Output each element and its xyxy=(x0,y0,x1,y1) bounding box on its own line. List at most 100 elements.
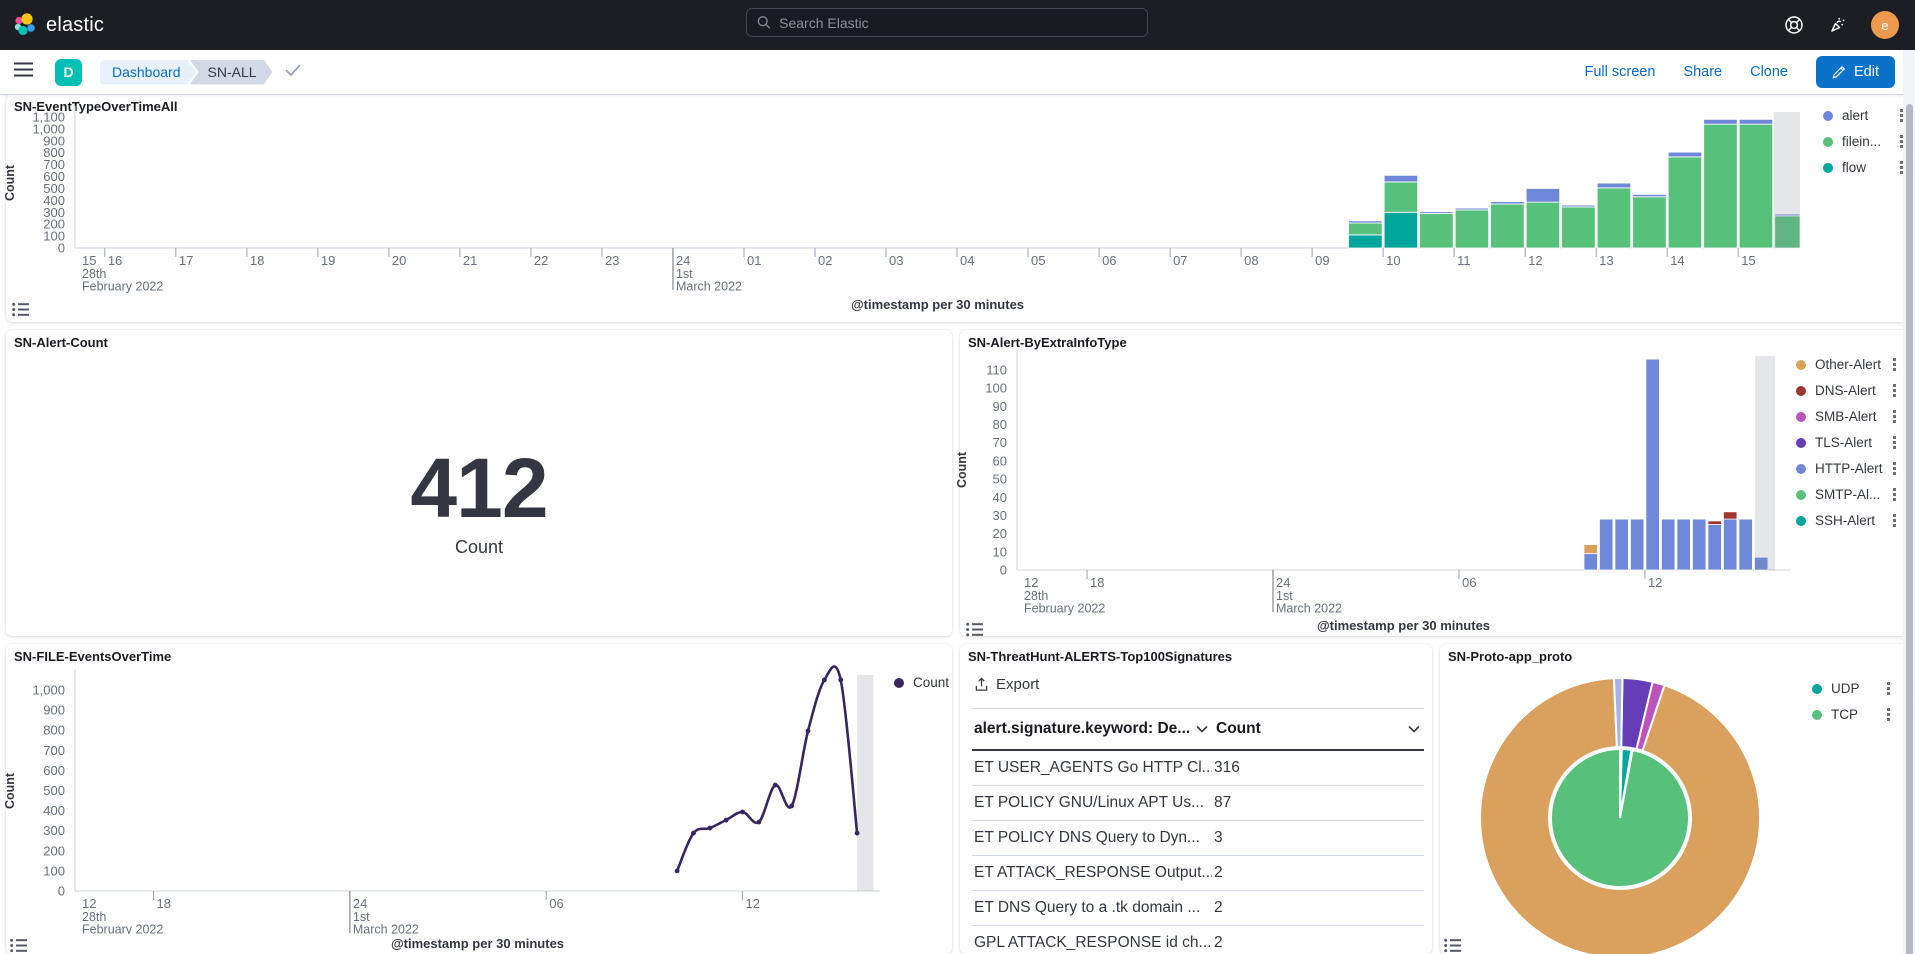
export-button[interactable]: Export xyxy=(974,676,1039,693)
legend-item-menu-icon[interactable] xyxy=(1891,356,1898,373)
legend-item-menu-icon[interactable] xyxy=(1885,706,1892,723)
svg-text:100: 100 xyxy=(985,381,1007,396)
signature-cell: GPL ATTACK_RESPONSE id ch... xyxy=(974,934,1212,951)
legend-item-http-alert[interactable]: HTTP-Alert xyxy=(1796,460,1898,477)
user-avatar[interactable]: e xyxy=(1871,11,1899,39)
panel-title[interactable]: SN-ThreatHunt-ALERTS-Top100Signatures xyxy=(968,649,1233,664)
svg-text:0: 0 xyxy=(58,884,65,899)
menu-hamburger-icon[interactable] xyxy=(14,62,33,82)
help-icon[interactable] xyxy=(1783,14,1805,36)
svg-text:13: 13 xyxy=(1599,253,1613,268)
svg-text:06: 06 xyxy=(549,896,563,911)
panel-title[interactable]: SN-Alert-ByExtraInfoType xyxy=(968,335,1127,350)
legend-label: DNS-Alert xyxy=(1815,383,1876,398)
x-axis-title: @timestamp per 30 minutes xyxy=(850,297,1025,312)
table-row: ET ATTACK_RESPONSE Output... 2 xyxy=(972,856,1424,891)
panel-title[interactable]: SN-Proto-app_proto xyxy=(1448,649,1573,664)
scrollbar-thumb[interactable] xyxy=(1905,104,1913,954)
legend-item-udp[interactable]: UDP xyxy=(1812,680,1892,697)
legend-item-menu-icon[interactable] xyxy=(1891,382,1898,399)
top-header: elastic xyxy=(0,0,1915,50)
count-cell: 87 xyxy=(1214,794,1232,811)
svg-text:12: 12 xyxy=(1648,575,1662,590)
newsfeed-icon[interactable] xyxy=(1827,14,1849,36)
panel-title[interactable]: SN-EventTypeOverTimeAll xyxy=(14,99,178,114)
legend-item-menu-icon[interactable] xyxy=(1891,486,1898,503)
breadcrumb-current[interactable]: SN-ALL xyxy=(190,60,273,85)
table-header-signature[interactable]: alert.signature.keyword: De... xyxy=(972,709,1212,749)
chart-legend: alert filein... flow xyxy=(1823,107,1905,176)
chart-legend: Count xyxy=(894,675,952,690)
legend-item-menu-icon[interactable] xyxy=(1898,133,1905,150)
svg-text:1,000: 1,000 xyxy=(32,121,65,136)
legend-item-menu-icon[interactable] xyxy=(1898,159,1905,176)
legend-color-dot xyxy=(1796,489,1806,500)
chart-legend: UDP TCP xyxy=(1812,680,1892,723)
legend-toggle-button[interactable] xyxy=(10,938,28,954)
legend-label: TCP xyxy=(1831,707,1858,722)
dashboard-navbar: D Dashboard SN-ALL Full screen Share Clo… xyxy=(0,50,1915,95)
svg-text:0: 0 xyxy=(1000,563,1007,578)
legend-item-smb-alert[interactable]: SMB-Alert xyxy=(1796,408,1898,425)
svg-text:700: 700 xyxy=(43,743,65,758)
legend-color-dot xyxy=(1796,411,1806,422)
space-avatar[interactable]: D xyxy=(55,58,82,86)
legend-color-dot xyxy=(1796,359,1806,370)
svg-text:24: 24 xyxy=(676,253,690,268)
event-type-chart: 0 100 200 300 400 500 600 700 800 900 1,000 1,100 15… xyxy=(6,94,1909,299)
legend-item-menu-icon[interactable] xyxy=(1891,460,1898,477)
legend-item-smtp-al-[interactable]: SMTP-Al... xyxy=(1796,486,1898,503)
page-scrollbar[interactable] xyxy=(1903,50,1915,954)
share-link[interactable]: Share xyxy=(1683,64,1723,80)
search-input[interactable] xyxy=(779,14,1137,31)
legend-item-menu-icon[interactable] xyxy=(1885,680,1892,697)
global-search[interactable] xyxy=(746,8,1148,37)
legend-item-other-alert[interactable]: Other-Alert xyxy=(1796,356,1898,373)
legend-item-count[interactable]: Count xyxy=(894,675,952,690)
legend-label: filein... xyxy=(1842,134,1882,149)
svg-text:1,100: 1,100 xyxy=(32,110,65,125)
breadcrumb-dashboard[interactable]: Dashboard xyxy=(100,60,197,85)
check-icon[interactable] xyxy=(284,63,301,81)
legend-item-menu-icon[interactable] xyxy=(1891,434,1898,451)
legend-item-menu-icon[interactable] xyxy=(1898,107,1905,124)
svg-text:20: 20 xyxy=(392,253,406,268)
legend-item-menu-icon[interactable] xyxy=(1891,512,1898,529)
legend-item-dns-alert[interactable]: DNS-Alert xyxy=(1796,382,1898,399)
full-screen-link[interactable]: Full screen xyxy=(1584,64,1656,80)
elastic-logo[interactable]: elastic xyxy=(0,13,180,37)
pencil-icon xyxy=(1832,65,1846,79)
edit-button[interactable]: Edit xyxy=(1816,56,1895,88)
svg-text:100: 100 xyxy=(43,229,65,244)
signature-cell: ET USER_AGENTS Go HTTP Cl... xyxy=(974,759,1212,776)
legend-item-flow[interactable]: flow xyxy=(1823,159,1905,176)
svg-text:February 2022: February 2022 xyxy=(82,923,163,935)
legend-item-tls-alert[interactable]: TLS-Alert xyxy=(1796,434,1898,451)
svg-text:1st: 1st xyxy=(1276,589,1293,603)
panel-title[interactable]: SN-FILE-EventsOverTime xyxy=(14,649,172,664)
legend-toggle-button[interactable] xyxy=(1444,938,1462,954)
legend-item-tcp[interactable]: TCP xyxy=(1812,706,1892,723)
svg-text:60: 60 xyxy=(993,453,1007,468)
svg-text:100: 100 xyxy=(43,863,65,878)
svg-text:28th: 28th xyxy=(82,267,106,281)
legend-color-dot xyxy=(1796,463,1806,474)
legend-toggle-button[interactable] xyxy=(12,302,30,318)
panel-alert-by-extra-info: SN-Alert-ByExtraInfoType Count 0 10 20 30 40… xyxy=(955,330,1909,638)
svg-text:70: 70 xyxy=(993,435,1007,450)
svg-text:19: 19 xyxy=(321,253,335,268)
legend-item-ssh-alert[interactable]: SSH-Alert xyxy=(1796,512,1898,529)
legend-item-alert[interactable]: alert xyxy=(1823,107,1905,124)
svg-text:11: 11 xyxy=(1457,253,1471,268)
clone-link[interactable]: Clone xyxy=(1750,64,1788,80)
svg-text:500: 500 xyxy=(43,181,65,196)
table-header-count[interactable]: Count xyxy=(1212,709,1424,749)
table-row: GPL ATTACK_RESPONSE id ch... 2 xyxy=(972,926,1424,954)
svg-text:05: 05 xyxy=(1031,253,1045,268)
svg-text:90: 90 xyxy=(993,399,1007,414)
legend-item-filein-[interactable]: filein... xyxy=(1823,133,1905,150)
legend-item-menu-icon[interactable] xyxy=(1891,408,1898,425)
svg-text:900: 900 xyxy=(43,703,65,718)
panel-title[interactable]: SN-Alert-Count xyxy=(14,335,108,350)
legend-toggle-button[interactable] xyxy=(966,622,984,638)
